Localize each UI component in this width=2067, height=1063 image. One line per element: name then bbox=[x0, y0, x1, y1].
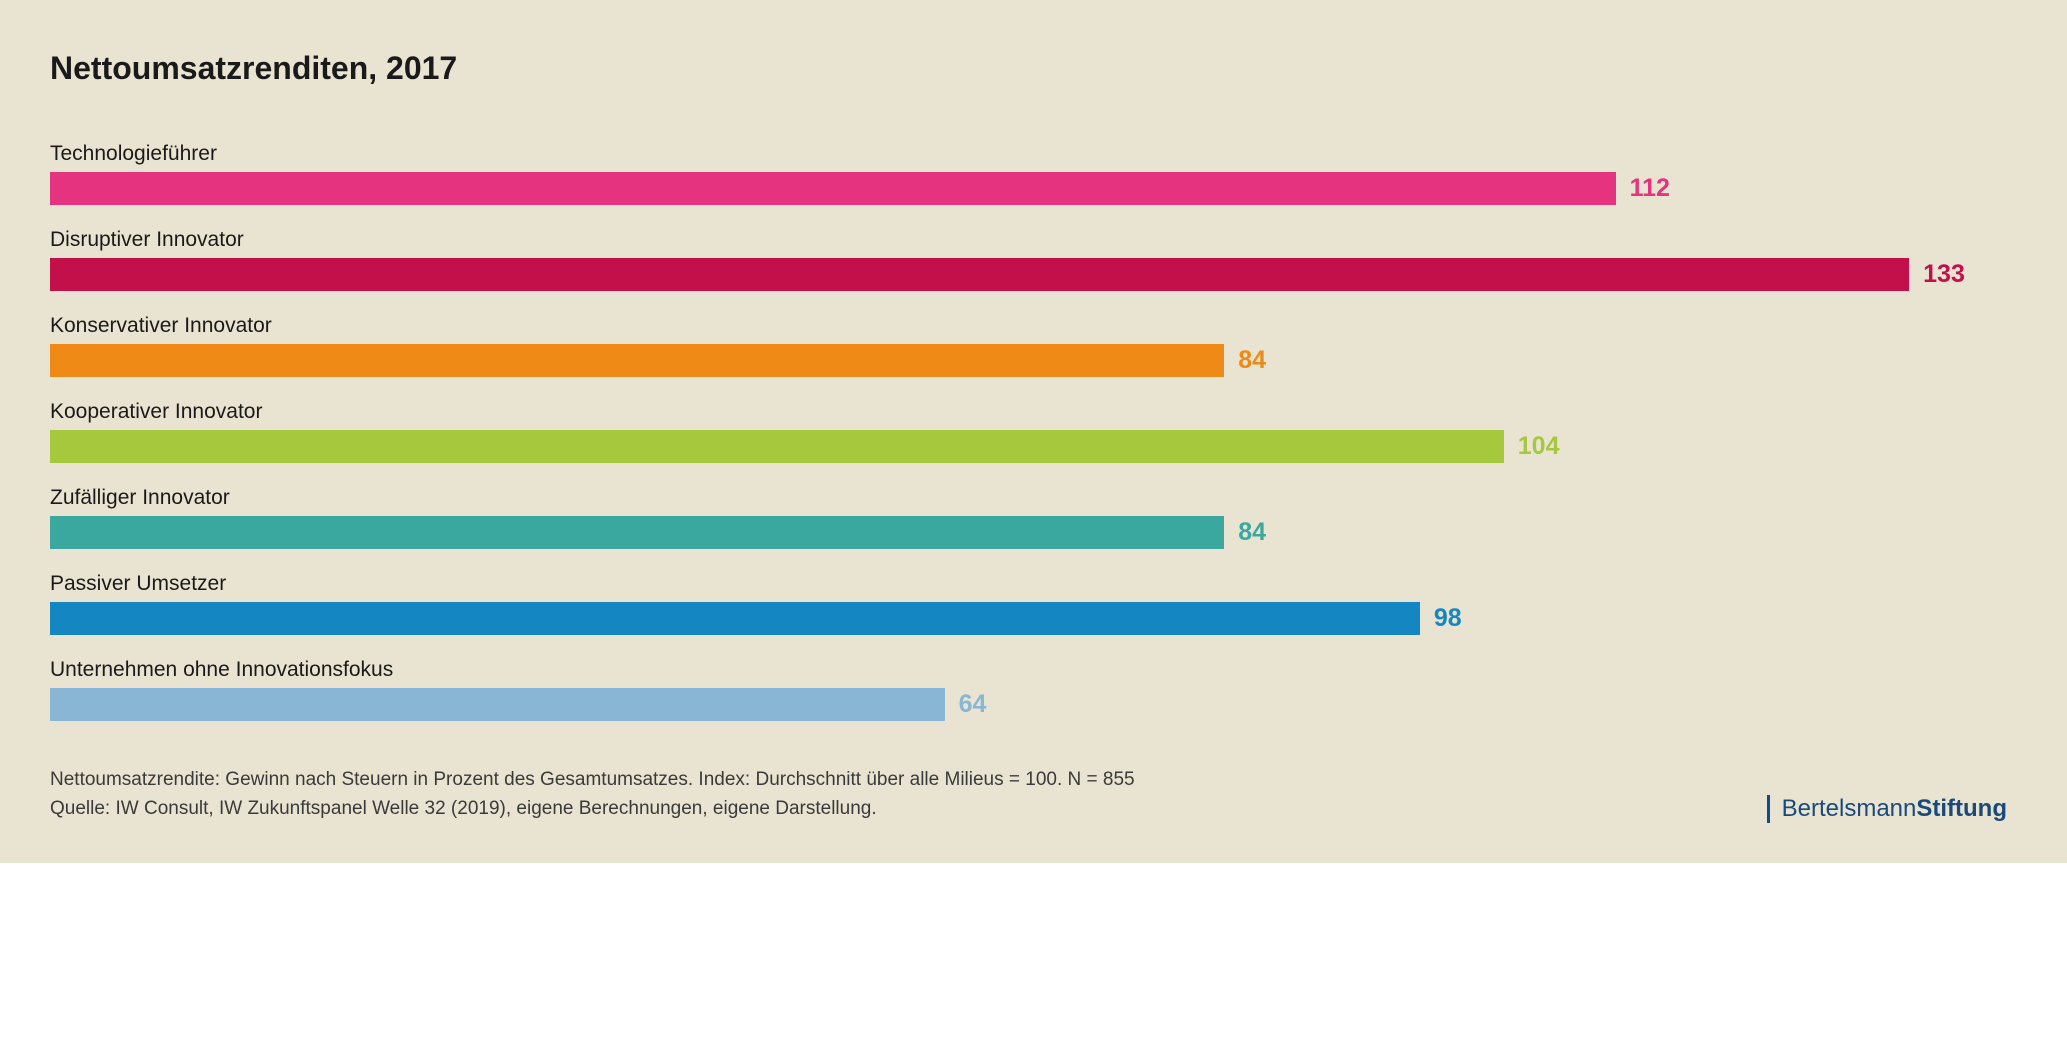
bar-track: 104 bbox=[50, 430, 2007, 463]
brand-text-bold: Stiftung bbox=[1916, 795, 2007, 822]
chart-footer: Nettoumsatzrendite: Gewinn nach Steuern … bbox=[50, 766, 2007, 823]
bar-label: Passiver Umsetzer bbox=[50, 572, 2007, 596]
bar-label: Kooperativer Innovator bbox=[50, 400, 2007, 424]
bar-value: 64 bbox=[945, 688, 987, 721]
bar bbox=[50, 344, 1224, 377]
bar bbox=[50, 258, 1909, 291]
bar bbox=[50, 602, 1420, 635]
bar-row: Kooperativer Innovator 104 bbox=[50, 400, 2007, 463]
bar-row: Unternehmen ohne Innovationsfokus 64 bbox=[50, 658, 2007, 721]
bar-track: 84 bbox=[50, 516, 2007, 549]
bar-value: 98 bbox=[1420, 602, 1462, 635]
bar-value: 112 bbox=[1616, 172, 1670, 205]
bar-label: Konservativer Innovator bbox=[50, 314, 2007, 338]
chart-title: Nettoumsatzrenditen, 2017 bbox=[50, 50, 2007, 87]
footnote-line-2: Quelle: IW Consult, IW Zukunftspanel Wel… bbox=[50, 795, 1135, 824]
bar-row: Passiver Umsetzer 98 bbox=[50, 572, 2007, 635]
bar-value: 104 bbox=[1504, 430, 1560, 463]
bar-value: 133 bbox=[1909, 258, 1965, 291]
bar-track: 84 bbox=[50, 344, 2007, 377]
bar-row: Zufälliger Innovator 84 bbox=[50, 486, 2007, 549]
bar bbox=[50, 516, 1224, 549]
bar-label: Disruptiver Innovator bbox=[50, 228, 2007, 252]
bar-row: Konservativer Innovator 84 bbox=[50, 314, 2007, 377]
bar-row: Disruptiver Innovator 133 bbox=[50, 228, 2007, 291]
bar bbox=[50, 172, 1616, 205]
footnote-line-1: Nettoumsatzrendite: Gewinn nach Steuern … bbox=[50, 766, 1135, 795]
bar-value: 84 bbox=[1224, 516, 1266, 549]
bar bbox=[50, 430, 1504, 463]
brand-text-light: Bertelsmann bbox=[1782, 795, 1917, 822]
bar-track: 133 bbox=[50, 258, 2007, 291]
bar-value: 84 bbox=[1224, 344, 1266, 377]
chart-canvas: Nettoumsatzrenditen, 2017 Technologiefüh… bbox=[0, 0, 2067, 863]
bar bbox=[50, 688, 945, 721]
bar-track: 112 bbox=[50, 172, 2007, 205]
brand-logo: BertelsmannStiftung bbox=[1767, 795, 2007, 823]
bar-track: 98 bbox=[50, 602, 2007, 635]
bar-label: Technologieführer bbox=[50, 142, 2007, 166]
bar-label: Zufälliger Innovator bbox=[50, 486, 2007, 510]
footnotes: Nettoumsatzrendite: Gewinn nach Steuern … bbox=[50, 766, 1135, 823]
bar-row: Technologieführer 112 bbox=[50, 142, 2007, 205]
bar-track: 64 bbox=[50, 688, 2007, 721]
bar-label: Unternehmen ohne Innovationsfokus bbox=[50, 658, 2007, 682]
bars-container: Technologieführer 112 Disruptiver Innovato… bbox=[50, 142, 2007, 721]
